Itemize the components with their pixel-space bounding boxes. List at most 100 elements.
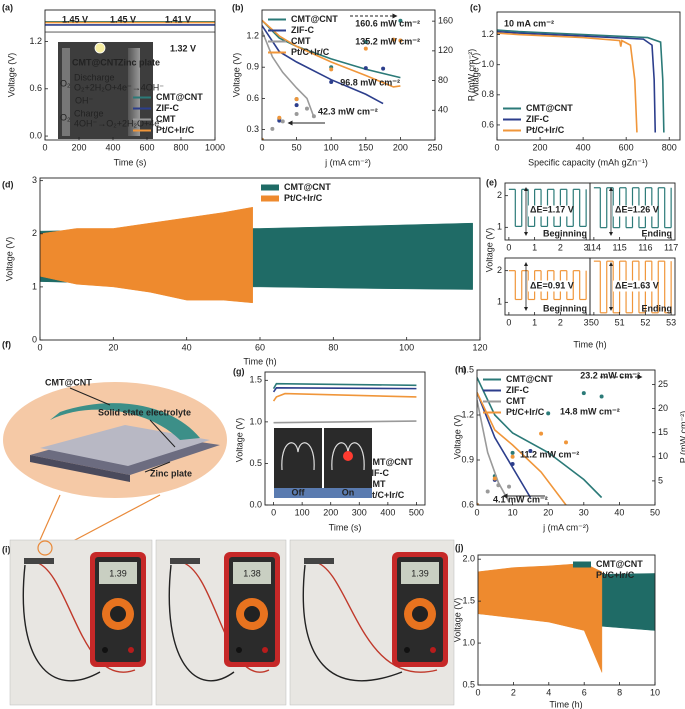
power-marker <box>477 503 479 505</box>
meter-reading: 1.39 <box>109 568 127 578</box>
y2-tick-label: 120 <box>438 45 453 55</box>
x-axis-label: Time (s) <box>329 522 362 532</box>
power-marker <box>329 80 334 85</box>
power-marker <box>398 38 403 43</box>
x-tick-label: 116 <box>638 242 652 252</box>
cable <box>22 564 101 682</box>
y2-tick-label: 80 <box>438 75 448 85</box>
panel-label: (e) <box>486 177 497 187</box>
cycling-band <box>478 563 603 673</box>
series-line <box>497 32 638 133</box>
annotation: 14.8 mW cm⁻² <box>560 406 620 416</box>
x-tick-label: 100 <box>295 507 310 517</box>
cable <box>302 564 403 682</box>
annotation: 1.41 V <box>165 14 191 24</box>
x-tick-label: 200 <box>393 142 408 152</box>
legend-label: CMT@CNT <box>291 14 338 24</box>
legend-label: ZIF-C <box>366 468 389 478</box>
meter-knob <box>412 606 428 622</box>
power-marker <box>398 18 403 23</box>
power-marker <box>528 449 533 453</box>
inset-text: O₂ <box>60 112 71 122</box>
x-tick-label: 50 <box>292 142 302 152</box>
battery-strip <box>304 558 334 564</box>
legend-label: CMT@CNT <box>156 92 203 102</box>
y-tick-label: 1.0 <box>249 416 262 426</box>
legend-label: ZIF-C <box>506 385 529 395</box>
pointer <box>69 387 111 406</box>
legend-label: ZIF-C <box>291 25 314 35</box>
plot-frame <box>476 369 656 506</box>
plot-layer <box>272 382 417 424</box>
legend-label: CMT@CNT <box>366 457 413 467</box>
power-marker <box>363 39 368 44</box>
x-tick-label: 50 <box>589 317 599 327</box>
x-tick-label: 200 <box>71 142 86 152</box>
plot-frame <box>496 11 681 141</box>
x-tick-label: 150 <box>358 142 373 152</box>
y2-tick-label: 15 <box>658 427 668 437</box>
x-tick-label: 600 <box>139 142 154 152</box>
series-line <box>477 392 532 498</box>
x-tick-label: 2 <box>558 242 563 252</box>
inset-text: Charge <box>74 108 104 118</box>
chart-title: 10 mA cm⁻² <box>504 18 554 28</box>
y2-tick-label: 25 <box>658 379 668 389</box>
inset-text: Discharge <box>74 72 115 82</box>
annotation: 11.2 mW cm⁻² <box>520 449 579 459</box>
panel-label: (h) <box>455 364 467 374</box>
legend-label: CMT@CNT <box>596 559 643 569</box>
x-tick-label: 10 <box>508 507 518 517</box>
plot-layer <box>478 563 655 673</box>
y-axis-label: Voltage (V) <box>484 228 494 273</box>
x-tick-label: 3 <box>584 317 589 327</box>
panel-label: (f) <box>2 339 11 349</box>
legend-label: Pt/C+Ir/C <box>156 125 195 135</box>
plot-frame <box>44 9 216 141</box>
inset-text: O₂+2H₂O+4e⁻→4OH⁻ <box>74 82 164 92</box>
inset-text: CMT@CNT <box>72 57 119 67</box>
inset-text: OH⁻ <box>75 95 94 105</box>
pointer <box>144 461 171 473</box>
series-line <box>272 386 417 393</box>
x-tick-label: 114 <box>587 242 601 252</box>
legend-swatch <box>573 561 591 568</box>
y-tick-label: 3 <box>32 175 37 185</box>
x-tick-label: 3 <box>584 242 589 252</box>
y-tick-label: 1.5 <box>249 375 262 385</box>
x-tick-label: 60 <box>255 342 265 352</box>
legend-label: Pt/C+Ir/C <box>291 47 330 57</box>
annotation-bg <box>528 280 572 292</box>
x-tick-label: 2 <box>511 687 516 697</box>
x-tick-label: 1000 <box>205 142 225 152</box>
inset-text: 4OH⁻→O₂+2H₂O+4e⁻ <box>74 118 164 128</box>
y-tick-label: 0.9 <box>246 62 259 72</box>
y-tick-label: 0.6 <box>29 83 42 93</box>
cable <box>314 561 438 673</box>
figure-text: CMT@CNT <box>45 377 92 387</box>
power-marker <box>262 138 264 140</box>
y2-tick-label: 20 <box>658 403 668 413</box>
x-tick-label: 300 <box>352 507 367 517</box>
led-glow <box>343 451 353 461</box>
y-tick-label: 2 <box>32 228 37 238</box>
series-line <box>497 30 657 133</box>
plot-frame <box>39 177 481 341</box>
cable <box>168 564 235 682</box>
annotation: ΔE=1.63 V <box>615 280 659 290</box>
plot-frame <box>261 9 436 141</box>
power-marker <box>510 454 515 459</box>
x-tick-label: 0 <box>474 507 479 517</box>
x-tick-label: 10 <box>650 687 660 697</box>
series-line <box>497 29 665 133</box>
meter-jack <box>128 647 134 653</box>
annotation: 160.6 mW cm⁻² <box>355 18 420 28</box>
y-tick-label: 2.0 <box>462 554 475 564</box>
figure-text: Zinc plate <box>150 468 192 478</box>
meter-knob <box>244 606 260 622</box>
plot-layer <box>477 377 604 505</box>
x-tick-label: 100 <box>399 342 414 352</box>
power-marker <box>363 66 368 71</box>
y-tick-label: 0.9 <box>461 454 474 464</box>
